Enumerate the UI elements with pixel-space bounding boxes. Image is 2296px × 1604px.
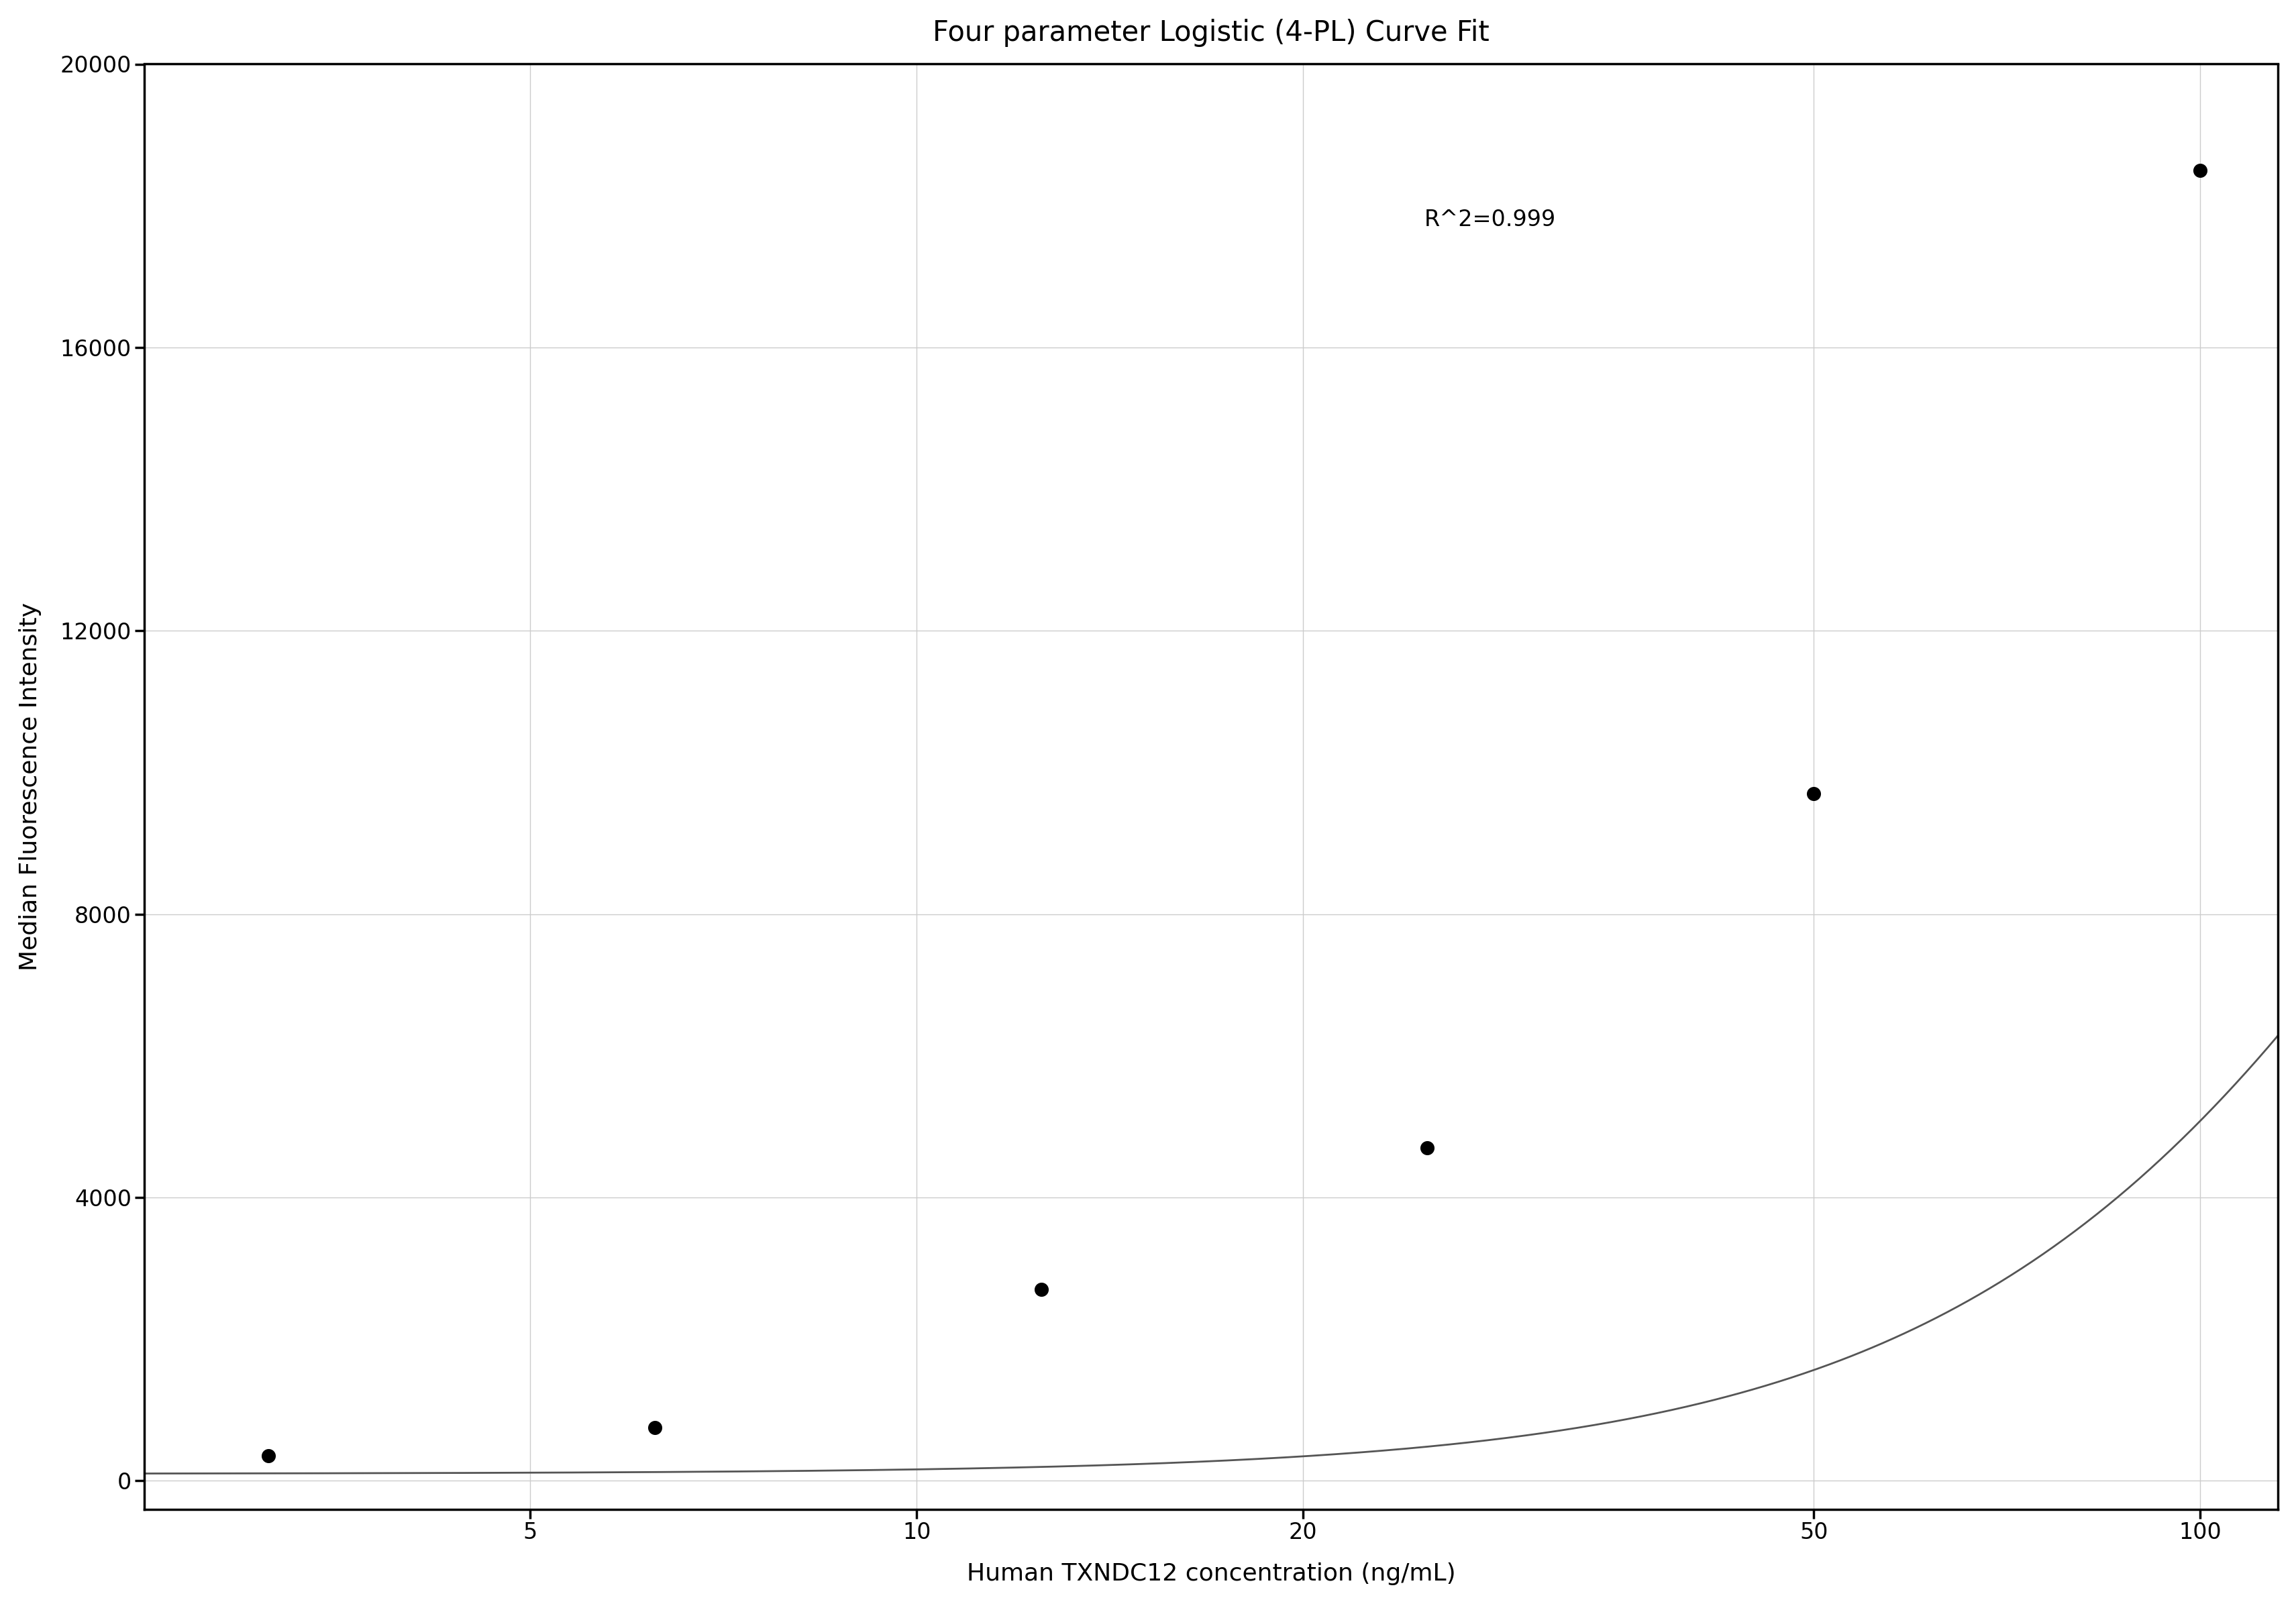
Title: Four parameter Logistic (4-PL) Curve Fit: Four parameter Logistic (4-PL) Curve Fit — [932, 19, 1490, 47]
X-axis label: Human TXNDC12 concentration (ng/mL): Human TXNDC12 concentration (ng/mL) — [967, 1562, 1456, 1585]
Point — [1022, 1277, 1058, 1302]
Y-axis label: Median Fluorescence Intensity: Median Fluorescence Intensity — [18, 603, 41, 970]
Point — [1795, 781, 1832, 807]
Point — [636, 1415, 673, 1440]
Point — [250, 1444, 287, 1469]
Text: R^2=0.999: R^2=0.999 — [1424, 209, 1557, 231]
Point — [2181, 157, 2218, 183]
Point — [1410, 1136, 1446, 1161]
